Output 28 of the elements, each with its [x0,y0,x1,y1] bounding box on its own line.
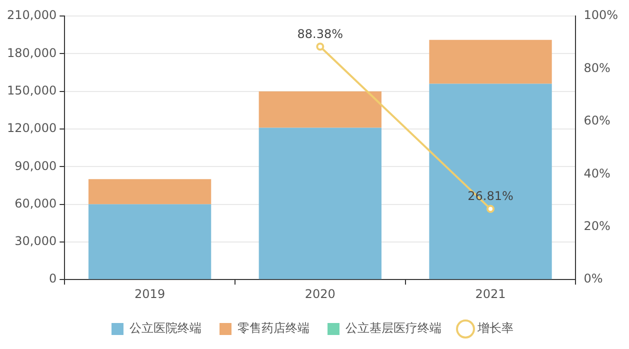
x-tick-label: 2019 [134,286,166,301]
bar [429,84,552,280]
y2-tick-label: 0% [584,272,603,286]
bar [88,204,212,280]
y2-tick-label: 100% [584,8,618,22]
bar [258,91,382,128]
y-tick-label: 120,000 [7,121,57,136]
legend-label: 增长率 [476,321,514,336]
legend-label: 公立基层医疗终端 [346,321,442,336]
bar [258,128,382,280]
y2-tick-label: 40% [584,166,610,180]
y2-tick-label: 20% [584,219,610,234]
y2-tick-label: 60% [584,114,610,128]
bar [88,179,212,204]
legend-label: 公立医院终端 [130,321,202,336]
y2-tick-label: 80% [584,60,610,75]
y-tick-label: 180,000 [7,46,57,60]
x-tick-label: 2020 [304,286,336,301]
y-tick-label: 60,000 [14,196,57,210]
y-tick-label: 0 [48,272,57,286]
bar [429,40,552,84]
data-label: 88.38% [297,26,344,41]
y-tick-label: 30,000 [14,234,57,248]
legend-label: 零售药店终端 [238,321,310,336]
y-tick-label: 210,000 [7,8,57,22]
x-tick-label: 2021 [475,286,506,301]
y-tick-label: 90,000 [14,158,57,173]
y-tick-label: 150,000 [7,83,57,98]
